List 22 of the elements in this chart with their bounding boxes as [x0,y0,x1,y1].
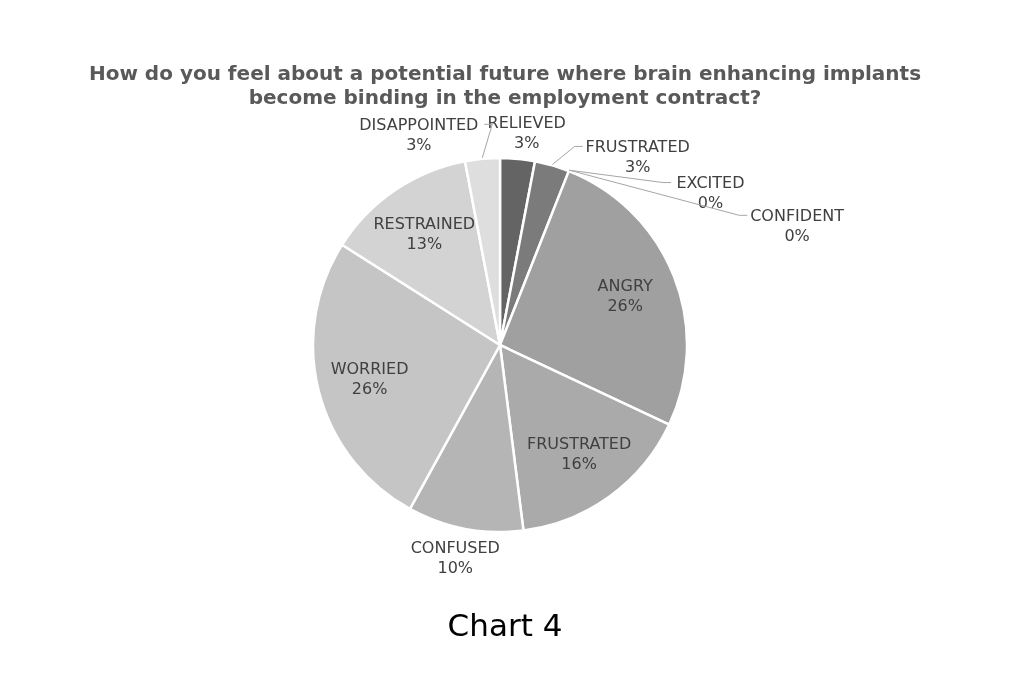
data-label: 16% [561,454,597,474]
data-label: 13% [406,233,443,253]
slice-label: DISAPPOINTED [359,114,479,134]
text: 0% [784,225,810,245]
slice-label: CONFUSED [410,538,500,558]
chart-title: How do you feel about a potential future where brain enhancing implants become binding in the employment contract? [87,61,923,109]
slice-label: FRUSTRATED [585,136,690,156]
data-label: 26% [351,378,388,398]
data-label: 3% [514,133,540,153]
slice-label: RESTRAINED [373,213,476,233]
category-label: CONFIDENT [750,205,844,225]
caption: Chart 4 [446,606,564,644]
data-label: 26% [607,295,643,315]
data-label: 3% [406,134,432,154]
category-label: EXCITED [676,172,745,192]
slice-label: ANGRY [597,275,653,295]
slice-label: RELIEVED [487,113,566,133]
data-label: 10% [437,558,474,578]
text: 0% [697,192,724,212]
data-label: 3% [624,156,651,176]
slice-label: FRUSTRATED [526,434,632,454]
slice-label: WORRIED [330,358,409,378]
